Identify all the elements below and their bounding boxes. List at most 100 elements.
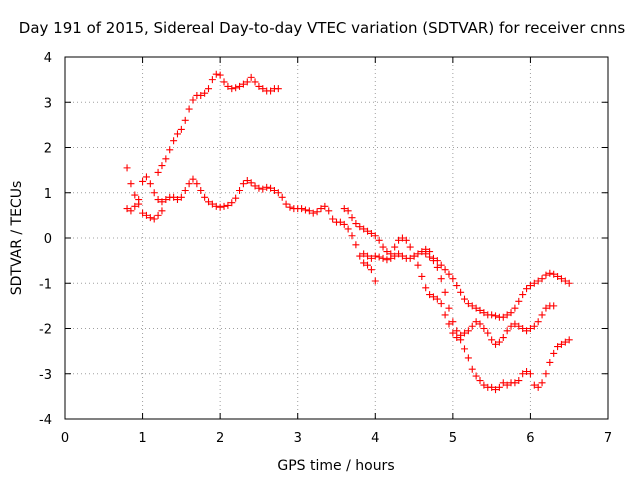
x-tick-label: 3 (294, 431, 302, 446)
data-series-1 (123, 164, 379, 285)
chart-title: Day 191 of 2015, Sidereal Day-to-day VTE… (19, 19, 626, 37)
data-point (123, 164, 131, 172)
data-series-6 (422, 245, 573, 321)
data-point (139, 209, 147, 217)
data-point (398, 252, 406, 260)
data-point (492, 340, 500, 348)
data-point (205, 85, 213, 93)
data-point (216, 71, 224, 79)
data-point (565, 279, 573, 287)
data-point (177, 125, 185, 133)
data-point (542, 370, 550, 378)
data-point (523, 285, 531, 293)
data-series-3 (154, 70, 282, 176)
data-point (433, 257, 441, 265)
data-point (239, 80, 247, 88)
data-point (263, 183, 271, 191)
data-point (383, 248, 391, 256)
data-point (406, 254, 414, 262)
data-point (480, 309, 488, 317)
data-point (181, 186, 189, 194)
data-point (251, 78, 259, 86)
data-point (243, 78, 251, 86)
data-point (150, 189, 158, 197)
data-point (379, 254, 387, 262)
data-point (484, 329, 492, 337)
data-point (325, 207, 333, 215)
data-point (166, 146, 174, 154)
data-point (173, 196, 181, 204)
data-point (232, 194, 240, 202)
data-point (526, 370, 534, 378)
data-point (511, 320, 519, 328)
data-point (139, 177, 147, 185)
data-point (356, 252, 364, 260)
data-point (515, 377, 523, 385)
data-point (546, 358, 554, 366)
data-series-2 (123, 200, 166, 223)
data-point (457, 288, 465, 296)
data-point (437, 300, 445, 308)
data-point (158, 162, 166, 170)
data-point (402, 236, 410, 244)
data-point (523, 327, 531, 335)
data-point (286, 203, 294, 211)
data-point (464, 300, 472, 308)
data-point (530, 322, 538, 330)
data-point (460, 295, 468, 303)
data-point (503, 381, 511, 389)
data-point (185, 180, 193, 188)
data-point (282, 200, 290, 208)
data-point (554, 343, 562, 351)
data-point (158, 207, 166, 215)
data-point (364, 252, 372, 260)
data-point (492, 386, 500, 394)
y-axis-label: SDTVAR / TECUs (9, 181, 25, 296)
data-point (247, 179, 255, 187)
data-point (146, 214, 154, 222)
data-point (255, 184, 263, 192)
y-tick-label: 2 (44, 142, 52, 157)
x-tick-label: 2 (216, 431, 224, 446)
data-point (472, 318, 480, 326)
data-point (313, 208, 321, 216)
data-point (127, 207, 135, 215)
data-point (503, 311, 511, 319)
data-point (208, 200, 216, 208)
y-tick-label: 0 (44, 232, 52, 247)
data-point (340, 205, 348, 213)
data-points (123, 70, 573, 394)
tick-labels: 0 1 2 3 4 5 6 7 -4 -3 -2 -1 0 1 2 3 4 (39, 51, 612, 446)
data-point (534, 318, 542, 326)
data-point (449, 275, 457, 283)
data-point (511, 379, 519, 387)
data-point (519, 370, 527, 378)
data-point (387, 254, 395, 262)
data-point (364, 261, 372, 269)
data-point (418, 248, 426, 256)
data-point (267, 87, 275, 95)
data-point (364, 227, 372, 235)
data-point (150, 215, 158, 223)
data-point (239, 180, 247, 188)
data-point (464, 354, 472, 362)
grid (65, 57, 608, 419)
data-point (499, 334, 507, 342)
axis-ticks (64, 56, 609, 420)
data-point (460, 329, 468, 337)
data-point (410, 252, 418, 260)
data-point (131, 191, 139, 199)
data-point (530, 381, 538, 389)
data-point (270, 186, 278, 194)
data-point (453, 327, 461, 335)
data-point (127, 180, 135, 188)
data-point (534, 277, 542, 285)
data-point (426, 291, 434, 299)
data-point (511, 304, 519, 312)
data-point (232, 84, 240, 92)
data-point (468, 365, 476, 373)
data-point (298, 205, 306, 213)
data-point (224, 201, 232, 209)
data-point (433, 295, 441, 303)
data-point (201, 193, 209, 201)
